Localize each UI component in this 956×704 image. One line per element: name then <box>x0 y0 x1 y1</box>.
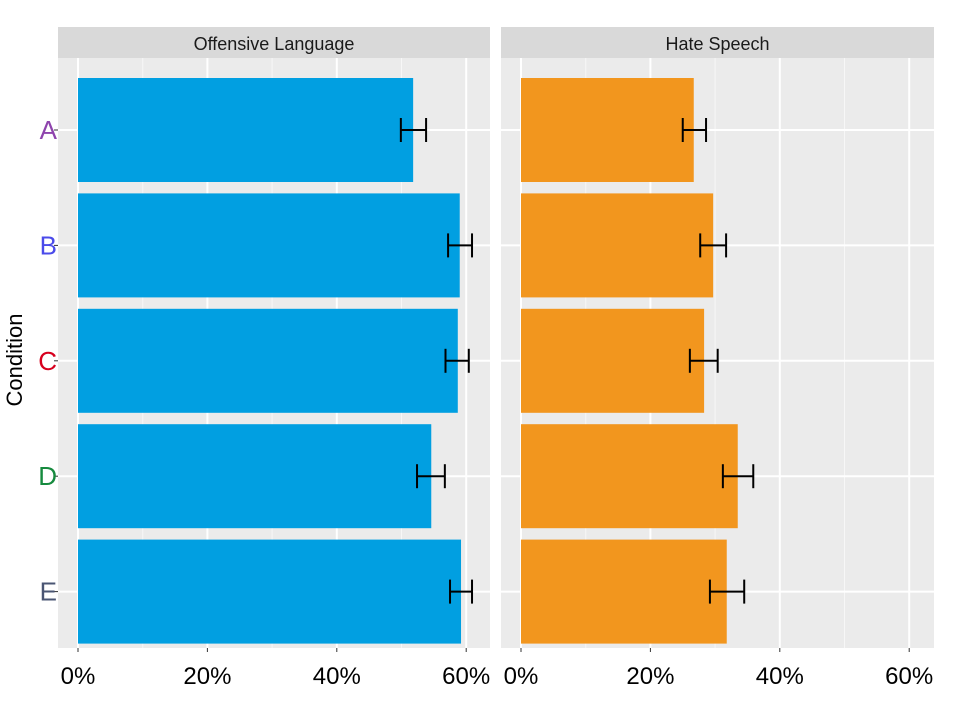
bar-C <box>78 308 458 413</box>
y-axis-label: Condition <box>2 314 27 407</box>
bar-C <box>521 308 705 413</box>
y-tick-label-B: B <box>40 230 57 260</box>
x-tick-label: 40% <box>313 663 361 690</box>
facet-strip <box>501 27 934 58</box>
x-tick-label: 0% <box>61 663 96 690</box>
bar-A <box>78 78 414 182</box>
bar-D <box>78 424 432 529</box>
x-tick-label: 40% <box>756 663 804 690</box>
y-tick-label-C: C <box>38 346 57 376</box>
bar-D <box>521 424 738 529</box>
x-tick-label: 0% <box>504 663 539 690</box>
bar-B <box>521 193 714 298</box>
bar-E <box>521 539 727 644</box>
bar-B <box>78 193 460 298</box>
y-tick-label-E: E <box>40 577 57 607</box>
facet-strip <box>58 27 490 58</box>
x-tick-label: 60% <box>885 663 933 690</box>
x-tick-label: 20% <box>183 663 231 690</box>
y-tick-label-A: A <box>40 115 58 145</box>
bar-A <box>521 78 694 182</box>
x-tick-label: 60% <box>442 663 490 690</box>
facet-title-0: Offensive Language <box>194 34 355 54</box>
facet-title-1: Hate Speech <box>665 34 769 54</box>
x-tick-label: 20% <box>626 663 674 690</box>
bar-E <box>78 539 462 644</box>
y-tick-label-D: D <box>38 461 57 491</box>
